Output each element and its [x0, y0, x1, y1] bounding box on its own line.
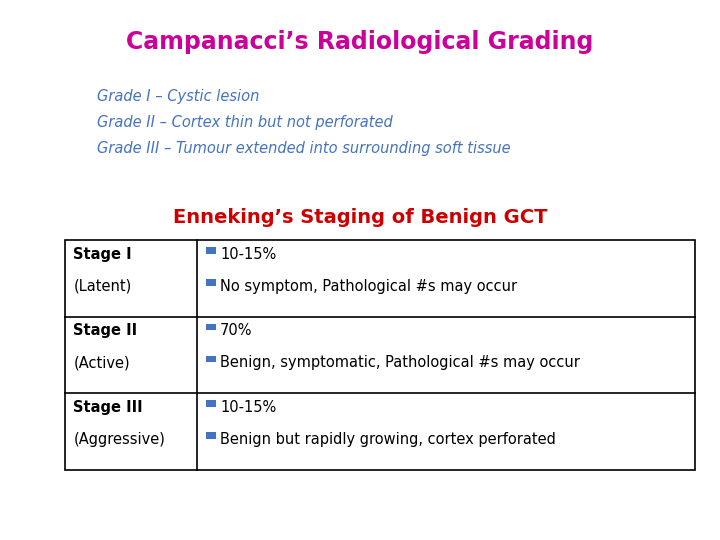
Text: Grade I – Cystic lesion: Grade I – Cystic lesion — [97, 89, 260, 104]
Bar — [207, 324, 216, 330]
Text: (Latent): (Latent) — [73, 279, 132, 294]
Text: Grade II – Cortex thin but not perforated: Grade II – Cortex thin but not perforate… — [97, 115, 393, 130]
Text: Grade III – Tumour extended into surrounding soft tissue: Grade III – Tumour extended into surroun… — [97, 141, 510, 156]
Bar — [207, 279, 216, 286]
Text: (Active): (Active) — [73, 355, 130, 370]
Text: Stage II: Stage II — [73, 323, 138, 338]
Text: Benign, symptomatic, Pathological #s may occur: Benign, symptomatic, Pathological #s may… — [220, 355, 580, 370]
Text: 70%: 70% — [220, 323, 253, 338]
Text: Campanacci’s Radiological Grading: Campanacci’s Radiological Grading — [126, 30, 594, 53]
Bar — [207, 247, 216, 254]
Text: Enneking’s Staging of Benign GCT: Enneking’s Staging of Benign GCT — [173, 208, 547, 227]
Text: Stage III: Stage III — [73, 400, 143, 415]
Text: No symptom, Pathological #s may occur: No symptom, Pathological #s may occur — [220, 279, 517, 294]
Bar — [207, 401, 216, 407]
Text: Benign but rapidly growing, cortex perforated: Benign but rapidly growing, cortex perfo… — [220, 431, 556, 447]
Bar — [207, 432, 216, 438]
Text: Stage I: Stage I — [73, 247, 132, 262]
Bar — [65, 240, 695, 470]
Bar — [207, 356, 216, 362]
Text: 10-15%: 10-15% — [220, 247, 276, 262]
Text: (Aggressive): (Aggressive) — [73, 431, 166, 447]
Text: 10-15%: 10-15% — [220, 400, 276, 415]
